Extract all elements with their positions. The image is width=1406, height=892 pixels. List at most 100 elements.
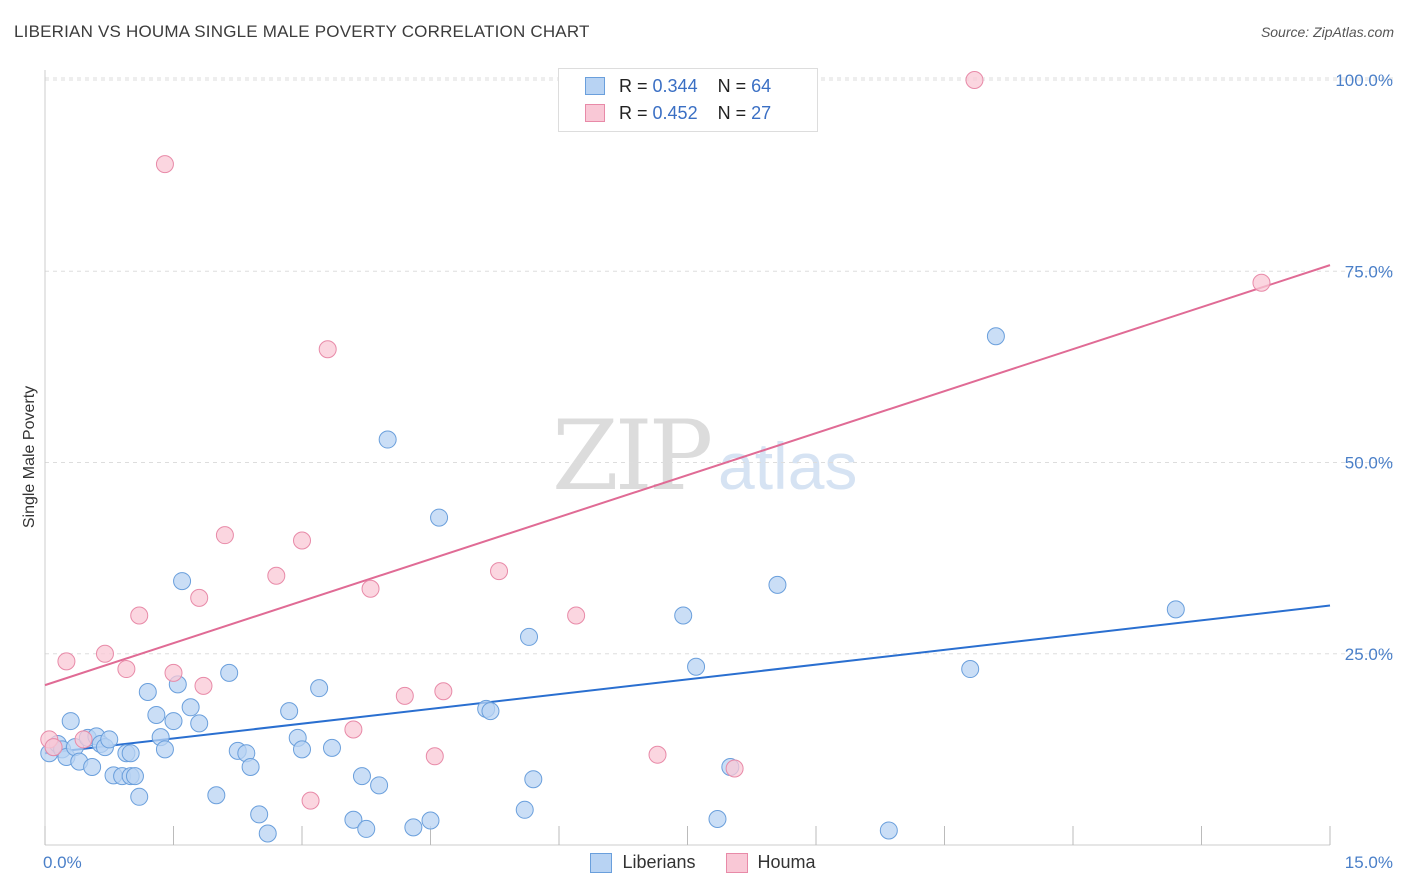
liberians-point	[181, 698, 200, 717]
houma-point	[95, 644, 114, 663]
houma-point	[293, 531, 311, 550]
liberians-point	[310, 679, 329, 698]
liberians-point	[147, 705, 166, 724]
liberians-point	[322, 738, 341, 757]
liberians-point	[293, 740, 311, 759]
houma-point	[344, 720, 363, 739]
liberians-swatch	[585, 77, 605, 95]
liberians-point	[138, 683, 157, 701]
liberians-point	[280, 702, 299, 721]
liberians-point	[481, 702, 500, 721]
houma-point	[190, 588, 209, 607]
liberians-point	[100, 730, 119, 749]
x-tick-label-max: 15.0%	[1345, 853, 1393, 872]
y-tick-label: 25.0%	[1345, 645, 1393, 664]
legend-item-liberians[interactable]: Liberians	[590, 852, 696, 873]
liberians-point	[164, 712, 183, 731]
liberians-point	[220, 663, 239, 682]
trend-lines	[44, 264, 1331, 755]
liberians-point	[520, 627, 539, 646]
liberians-point	[155, 740, 174, 759]
houma-point	[130, 606, 149, 625]
liberians-point	[708, 809, 727, 828]
liberians-point	[515, 800, 534, 819]
houma-point	[361, 579, 380, 598]
y-tick-label: 100.0%	[1335, 71, 1393, 90]
houma-point	[434, 682, 453, 701]
liberians-point	[674, 606, 693, 625]
liberians-point	[768, 575, 787, 594]
liberians-point	[1166, 600, 1185, 619]
y-axis-label: Single Male Poverty	[21, 386, 38, 528]
gridlines	[45, 77, 1395, 655]
series-legend: Liberians Houma	[0, 852, 1406, 873]
axes	[44, 70, 1331, 846]
liberians-point	[125, 767, 144, 786]
liberians-n-label: N =	[717, 75, 747, 96]
liberians-trend-line	[44, 604, 1331, 755]
liberians-point	[370, 776, 389, 795]
liberians-point	[961, 660, 980, 679]
legend-row-liberians: R = 0.344 N = 64	[585, 74, 771, 98]
houma-point	[194, 676, 213, 695]
legend-row-houma: R = 0.452 N = 27	[585, 101, 771, 125]
liberians-n-value: 64	[751, 75, 772, 96]
y-tick-label: 50.0%	[1345, 454, 1393, 473]
houma-point	[648, 745, 667, 764]
houma-trend-line	[44, 264, 1331, 687]
houma-point	[44, 738, 63, 757]
liberians-point	[258, 824, 277, 843]
houma-point	[965, 71, 984, 89]
liberians-point	[61, 712, 80, 731]
houma-point	[490, 562, 509, 581]
liberians-point	[207, 786, 226, 805]
liberians-point	[378, 430, 397, 449]
liberians-point	[404, 818, 423, 837]
liberians-r-label: R =	[619, 75, 648, 96]
houma-point	[1252, 273, 1271, 292]
liberians-point	[352, 767, 371, 786]
houma-point	[395, 686, 414, 705]
liberians-point	[130, 787, 149, 806]
houma-point	[74, 730, 93, 749]
liberians-point	[524, 770, 543, 789]
liberians-point	[83, 757, 102, 776]
liberians-point	[879, 821, 898, 840]
legend-item-houma[interactable]: Houma	[725, 852, 816, 873]
houma-swatch	[585, 104, 605, 122]
houma-point	[725, 759, 744, 778]
liberians-point	[986, 327, 1005, 346]
houma-legend-label: Houma	[757, 852, 816, 872]
houma-r-label: R =	[619, 102, 648, 123]
liberians-point	[687, 657, 706, 676]
liberians-legend-swatch	[590, 852, 613, 873]
data-points	[40, 71, 1271, 843]
liberians-point	[421, 811, 440, 830]
liberians-r-value: 0.344	[652, 75, 698, 96]
liberians-point	[190, 714, 209, 733]
houma-point	[215, 526, 234, 545]
houma-point	[567, 606, 586, 625]
houma-point	[301, 791, 320, 810]
source-credit: Source: ZipAtlas.com	[1260, 24, 1394, 40]
houma-point	[164, 663, 183, 682]
houma-point	[155, 155, 174, 174]
liberians-point	[173, 572, 192, 591]
chart-title: LIBERIAN VS HOUMA SINGLE MALE POVERTY CO…	[14, 22, 590, 41]
liberians-point	[357, 819, 376, 838]
houma-point	[57, 652, 76, 671]
tick-labels: Single Male Poverty 25.0% 50.0% 75.0% 100.0%…	[21, 71, 1393, 872]
liberians-point	[121, 744, 140, 763]
x-tick-label-min: 0.0%	[43, 853, 82, 872]
houma-point	[425, 747, 444, 766]
houma-point	[318, 340, 337, 359]
houma-legend-swatch	[725, 852, 748, 873]
houma-n-value: 27	[751, 102, 772, 123]
y-tick-label: 75.0%	[1345, 262, 1393, 281]
liberians-point	[430, 508, 449, 527]
houma-point	[117, 660, 136, 679]
liberians-legend-label: Liberians	[622, 852, 696, 872]
houma-r-value: 0.452	[652, 102, 698, 123]
liberians-point	[250, 805, 269, 824]
